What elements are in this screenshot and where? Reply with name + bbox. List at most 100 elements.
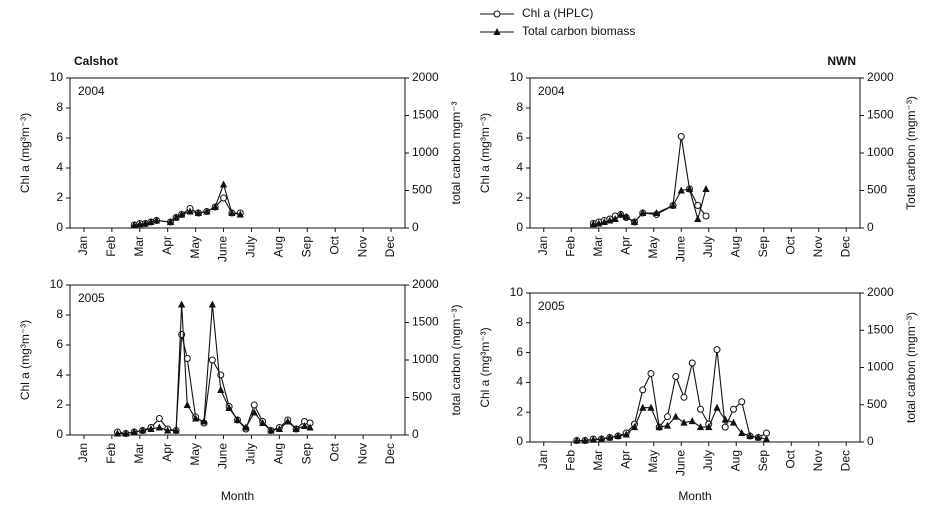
triangle-marker <box>208 300 216 308</box>
plot-frame <box>69 77 406 229</box>
x-tick-label: Jan <box>536 236 550 255</box>
x-tick-label: Apr <box>618 450 632 469</box>
triangle-marker <box>164 426 172 434</box>
triangle-marker <box>622 212 630 220</box>
triangle-marker <box>113 429 122 437</box>
circle-marker <box>677 133 685 140</box>
triangle-marker <box>233 416 242 423</box>
x-tick-label: May <box>188 443 202 466</box>
x-tick-label: May <box>646 236 660 259</box>
triangle-marker <box>300 422 309 429</box>
y2-tick-label: 0 <box>867 434 874 448</box>
triangle-marker <box>595 219 603 227</box>
y-tick-label: 0 <box>516 434 523 448</box>
y-tick-label: 0 <box>516 220 523 234</box>
x-tick-label: Mar <box>132 236 146 257</box>
legend-label: Total carbon biomass <box>522 24 635 38</box>
x-tick-label: Sep <box>299 236 313 258</box>
x-tick-label: Apr <box>618 236 632 255</box>
x-tick-label: Jan <box>76 236 90 255</box>
x-tick-label: Nov <box>811 236 825 257</box>
x-tick-label: Oct <box>783 449 797 468</box>
x-tick-label: July <box>701 236 715 257</box>
y-axis-label: Chl a (mg³m⁻³) <box>478 113 492 193</box>
x-tick-label: June <box>216 236 230 262</box>
y2-tick-label: 1000 <box>867 145 894 159</box>
triangle-marker <box>597 435 606 443</box>
y-tick-label: 8 <box>56 100 63 114</box>
x-tick-label: Dec <box>383 443 397 464</box>
y2-tick-label: 0 <box>412 427 419 441</box>
y-tick-label: 8 <box>516 315 523 329</box>
x-tick-label: July <box>244 443 258 464</box>
series-line <box>576 406 767 442</box>
y2-tick-label: 2000 <box>412 70 439 84</box>
x-tick-label: Nov <box>811 450 825 471</box>
circle-marker <box>639 386 647 394</box>
triangle-marker <box>178 300 186 308</box>
circle-marker <box>664 413 671 421</box>
y-axis-label: Chl a (mg³m⁻³) <box>478 327 492 407</box>
triangle-marker <box>219 180 228 188</box>
plot-frame <box>529 292 861 443</box>
y-tick-label: 2 <box>516 404 523 418</box>
legend-label: Chl a (HPLC) <box>522 6 593 20</box>
y-tick-label: 6 <box>516 345 523 359</box>
triangle-marker <box>606 433 614 441</box>
x-tick-label: Oct <box>327 235 341 254</box>
x-tick-label: Aug <box>272 443 286 464</box>
triangle-marker <box>259 419 267 426</box>
y-tick-label: 8 <box>56 307 63 321</box>
x-tick-label: Aug <box>728 236 742 257</box>
x-tick-label: Mar <box>591 236 605 257</box>
triangle-marker <box>211 203 219 210</box>
triangle-marker <box>647 403 655 411</box>
x-tick-label: Nov <box>355 443 369 464</box>
y2-axis-label: total carbon mgm⁻³ <box>449 101 463 204</box>
triangle-marker <box>738 429 746 437</box>
circle-marker <box>694 202 702 209</box>
y2-tick-label: 500 <box>412 183 432 197</box>
circle-marker <box>713 346 721 354</box>
x-tick-label: Oct <box>327 442 341 461</box>
circle-marker <box>702 212 710 220</box>
year-label: 2005 <box>538 299 565 313</box>
x-tick-label: July <box>244 236 258 257</box>
triangle-marker <box>677 186 685 194</box>
triangle-marker <box>581 436 589 444</box>
circle-marker <box>730 405 737 413</box>
triangle-marker <box>178 210 186 218</box>
triangle-marker <box>236 210 244 218</box>
circle-marker <box>220 194 228 202</box>
y-tick-label: 4 <box>56 160 63 174</box>
triangle-marker <box>306 423 314 431</box>
triangle-marker <box>141 219 149 227</box>
y2-tick-label: 1000 <box>867 360 894 374</box>
x-tick-label: Sep <box>756 236 770 258</box>
y2-tick-label: 1500 <box>412 108 439 122</box>
x-axis-label: Month <box>221 489 254 503</box>
y2-tick-label: 500 <box>867 183 887 197</box>
x-tick-label: Dec <box>838 236 852 257</box>
panel-title: NWN <box>827 54 856 68</box>
triangle-marker <box>669 201 677 209</box>
triangle-marker <box>138 426 147 434</box>
circle-marker <box>250 401 258 409</box>
x-tick-label: Feb <box>104 236 118 257</box>
y-tick-label: 6 <box>56 130 63 144</box>
triangle-marker <box>589 220 597 228</box>
y-tick-label: 10 <box>510 285 524 299</box>
triangle-marker <box>713 403 721 411</box>
y2-axis-label: total carbon (mgm⁻³) <box>449 304 463 415</box>
triangle-marker <box>194 209 203 216</box>
x-tick-label: Apr <box>160 236 174 255</box>
triangle-marker <box>225 404 233 411</box>
triangle-marker <box>122 429 130 437</box>
x-tick-label: Nov <box>355 236 369 257</box>
y2-tick-label: 500 <box>412 390 432 404</box>
x-tick-label: Jan <box>536 450 550 469</box>
x-tick-label: Feb <box>104 443 118 464</box>
triangle-marker <box>630 218 639 225</box>
triangle-marker <box>606 216 614 224</box>
